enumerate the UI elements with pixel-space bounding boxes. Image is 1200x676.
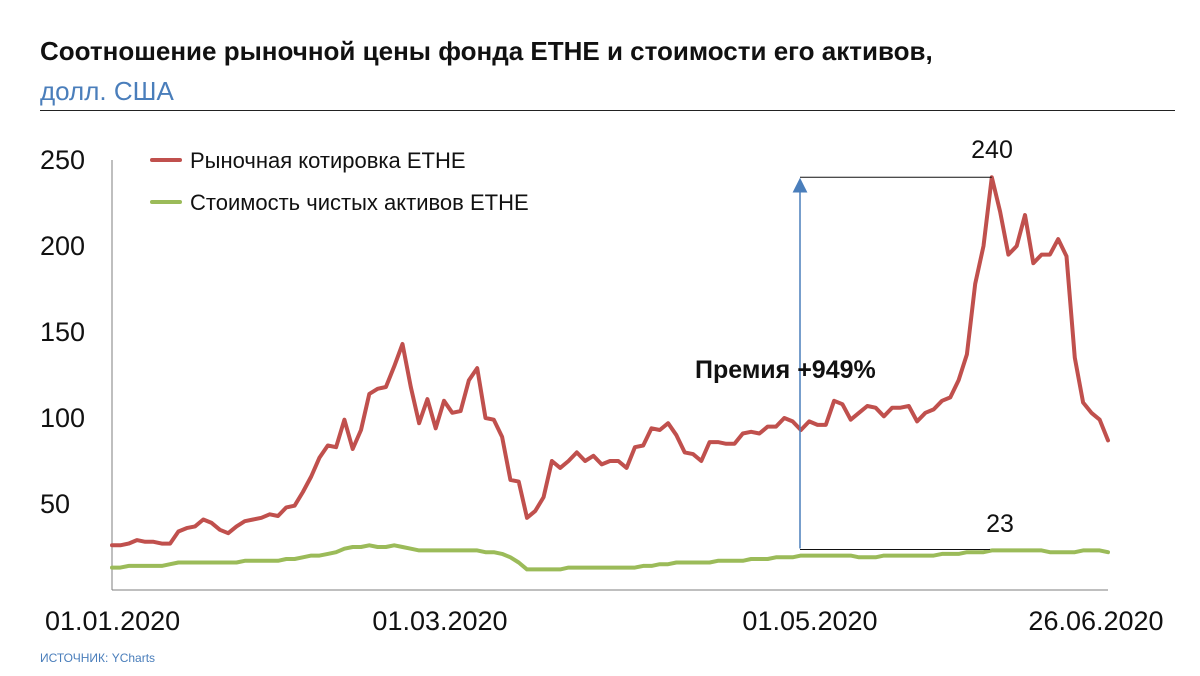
legend-label: Стоимость чистых активов ETHE	[190, 190, 529, 215]
y-tick-label: 150	[40, 317, 85, 347]
x-tick-label: 01.03.2020	[372, 606, 507, 636]
chart-subtitle: долл. США	[40, 76, 174, 106]
nav-line	[110, 543, 1110, 572]
market-price-line	[110, 175, 1110, 548]
legend-label: Рыночная котировка ETHE	[190, 148, 466, 173]
y-tick-label: 250	[40, 145, 85, 175]
y-tick-label: 50	[40, 489, 70, 519]
nav-value-label: 23	[986, 510, 1014, 538]
chart-title: Соотношение рыночной цены фонда ETHE и с…	[40, 36, 933, 66]
y-tick-label: 100	[40, 403, 85, 433]
premium-label: Премия +949%	[695, 356, 876, 384]
title-divider	[40, 110, 1175, 111]
peak-value-label: 240	[971, 136, 1013, 164]
x-tick-label: 01.01.2020	[45, 606, 180, 636]
source-note: ИСТОЧНИК: YCharts	[40, 651, 156, 665]
x-tick-label: 26.06.2020	[1028, 606, 1163, 636]
x-tick-label: 01.05.2020	[742, 606, 877, 636]
y-tick-label: 200	[40, 231, 85, 261]
